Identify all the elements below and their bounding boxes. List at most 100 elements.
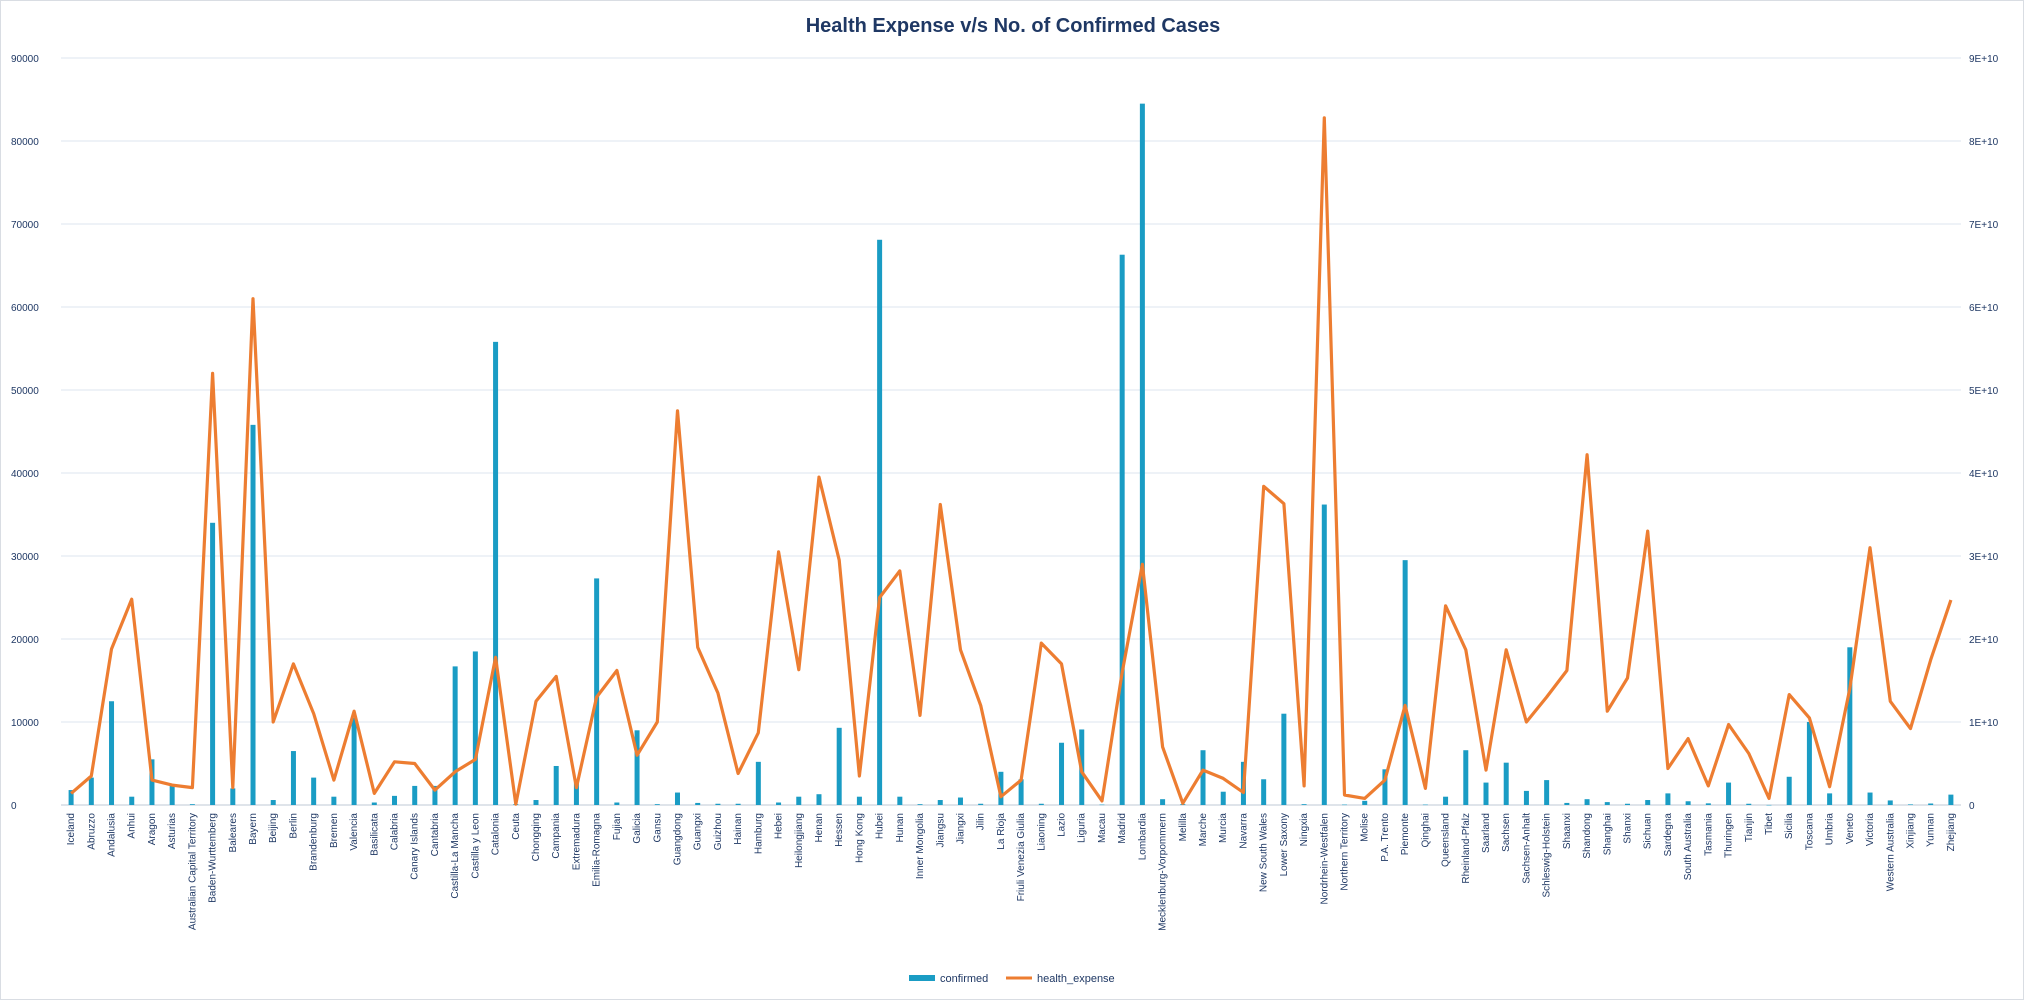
category-label: Shaanxi [1562,813,1573,849]
right-tick-label: 3E+10 [1969,552,1999,563]
bar-confirmed [634,730,640,805]
category-label: Heilongjiang [794,813,805,868]
bar-confirmed [1281,713,1287,805]
bar-confirmed [1119,254,1125,805]
bar-confirmed [1200,750,1206,805]
health-expense-line [70,116,1953,806]
left-tick-label: 30000 [11,552,39,563]
category-label: Macau [1097,813,1108,843]
category-label: Hunan [895,813,906,842]
bar-confirmed [1139,103,1145,805]
bar-confirmed [877,239,883,805]
category-label: Northern Territory [1340,813,1351,891]
category-label: Extremadura [571,813,582,871]
bar-confirmed [897,796,903,805]
legend-label-health-expense: health_expense [1037,973,1115,985]
legend-label-confirmed: confirmed [940,973,988,985]
bar-confirmed [614,802,620,805]
category-label: Xinjiang [1905,813,1916,849]
bar-confirmed [755,761,761,805]
bar-confirmed [68,790,74,805]
category-label: Liaoning [1036,813,1047,851]
bar-confirmed [1867,792,1873,805]
category-label: Jilin [976,813,987,830]
bar-confirmed [1422,804,1428,806]
right-tick-label: 4E+10 [1969,469,1999,480]
category-label: Jiangsu [935,813,946,847]
bar-confirmed [270,800,276,805]
bar-confirmed [1746,803,1752,805]
category-label: Shanghai [1602,813,1613,855]
bar-confirmed [432,785,438,805]
left-tick-label: 40000 [11,469,39,480]
bar-confirmed [1604,802,1610,805]
bar-confirmed [654,804,660,805]
category-label: Galicia [632,813,643,844]
bar-confirmed [1018,779,1024,805]
right-tick-label: 6E+10 [1969,303,1999,314]
category-label: Qinghai [1420,813,1431,847]
bar-confirmed [1342,804,1348,806]
category-label: Thuringen [1724,813,1735,858]
bar-confirmed [1806,722,1812,805]
category-label: Calabria [390,813,401,851]
category-label: Yunnan [1926,813,1937,847]
right-tick-label: 1E+10 [1969,718,1999,729]
bar-confirmed [533,800,539,805]
category-label: Chongqing [531,813,542,861]
right-tick-label: 5E+10 [1969,386,1999,397]
category-label: Umbria [1825,813,1836,846]
left-tick-label: 50000 [11,386,39,397]
category-label: Saarland [1481,813,1492,853]
bar-confirmed [1261,779,1267,805]
category-label: Lazio [1057,813,1068,837]
bar-confirmed [1038,803,1044,805]
category-label: Anhui [127,813,138,839]
category-label: Zhejiang [1946,813,1957,851]
left-tick-label: 10000 [11,718,39,729]
category-label: Murcia [1218,813,1229,843]
category-label: Hong Kong [854,813,865,863]
category-label: Berlin [288,813,299,839]
category-label: Guangdong [672,813,683,865]
bar-confirmed [1382,769,1388,805]
bar-confirmed [553,765,559,805]
category-labels: Iceland Abruzzo Andalusia Anhui Aragon Asturi… [66,813,1957,931]
bar-confirmed [169,785,175,805]
bar-confirmed [129,796,135,805]
category-label: Toscana [1804,813,1815,851]
left-axis-ticks: 0 10000 20000 30000 40000 50000 60000 70000 8000… [11,54,39,812]
bar-confirmed [331,796,337,805]
category-label: Schleswig-Holstein [1542,813,1553,897]
left-tick-label: 70000 [11,220,39,231]
bar-confirmed [1544,780,1550,805]
category-label: Fujian [612,813,623,840]
bar-confirmed [836,727,842,805]
category-label: Tasmania [1703,813,1714,856]
bar-confirmed [978,803,984,805]
bar-confirmed [1847,647,1853,805]
category-label: Lower Saxony [1279,813,1290,876]
bar-confirmed [776,802,782,805]
category-label: La Rioja [996,813,1007,850]
category-label: Aragon [147,813,158,845]
bar-confirmed [1301,804,1307,805]
category-label: Ceuta [511,813,522,840]
bar-confirmed [1483,782,1489,805]
category-label: Veneto [1845,813,1856,845]
bar-confirmed [452,666,458,805]
bar-confirmed [1948,794,1954,805]
bar-confirmed [937,800,943,805]
bar-confirmed [412,785,418,805]
category-label: Hubei [875,813,886,839]
bar-confirmed [856,796,862,805]
bar-confirmed [1827,793,1833,805]
bar-confirmed [250,424,256,805]
bar-confirmed [1523,790,1529,805]
right-tick-label: 8E+10 [1969,137,1999,148]
bar-confirmed [816,794,822,805]
bar-confirmed [1685,801,1691,805]
category-label: Madrid [1117,813,1128,844]
bar-confirmed [88,777,94,805]
